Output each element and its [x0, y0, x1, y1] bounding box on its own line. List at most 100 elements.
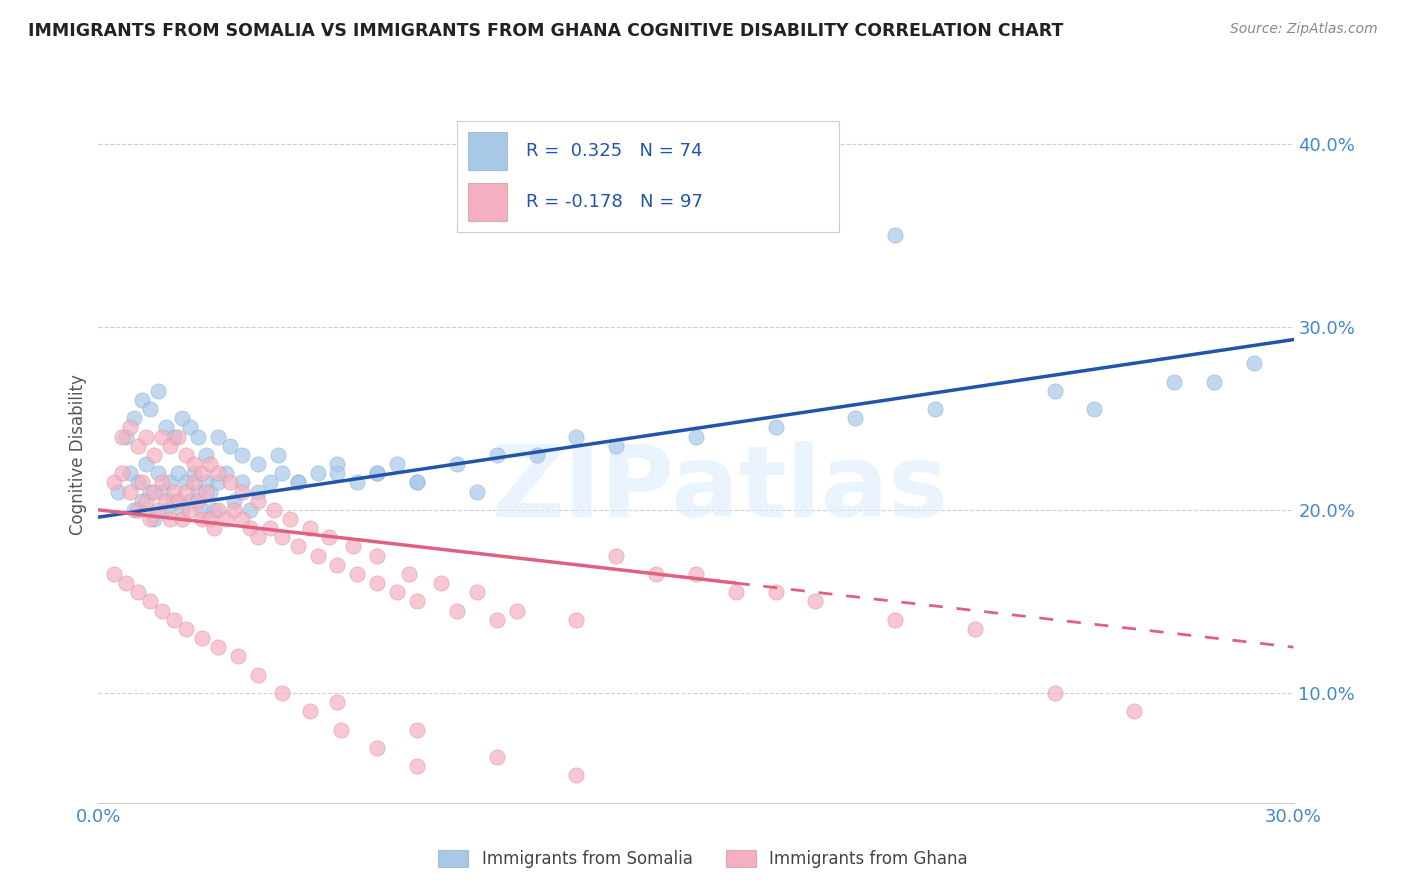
Point	[246, 530, 269, 544]
Point	[135, 457, 157, 471]
Point	[111, 429, 134, 443]
Point	[446, 603, 468, 617]
Point	[107, 484, 129, 499]
Point	[724, 585, 747, 599]
Point	[406, 759, 429, 773]
Point	[246, 457, 269, 471]
Point	[150, 429, 173, 443]
Point	[111, 467, 134, 481]
Point	[765, 420, 787, 434]
Point	[1163, 375, 1185, 389]
Point	[167, 429, 190, 443]
Point	[143, 512, 166, 526]
Point	[1043, 686, 1066, 700]
Point	[198, 484, 221, 499]
Point	[183, 467, 205, 481]
Point	[326, 695, 349, 709]
Point	[172, 503, 194, 517]
Point	[135, 429, 157, 443]
Point	[174, 622, 197, 636]
Text: ZIPatlas: ZIPatlas	[492, 442, 948, 538]
Point	[231, 448, 253, 462]
Point	[187, 429, 209, 443]
Point	[565, 429, 588, 443]
Point	[1202, 375, 1225, 389]
Point	[127, 439, 149, 453]
Point	[326, 467, 349, 481]
Point	[124, 411, 146, 425]
Point	[194, 475, 218, 490]
Y-axis label: Cognitive Disability: Cognitive Disability	[69, 375, 87, 535]
Point	[207, 475, 229, 490]
Point	[326, 558, 349, 572]
Point	[222, 493, 245, 508]
Point	[139, 594, 162, 608]
Point	[194, 484, 218, 499]
Point	[287, 475, 309, 490]
Point	[139, 512, 162, 526]
Point	[485, 448, 508, 462]
Point	[446, 457, 468, 471]
Point	[167, 467, 190, 481]
Point	[207, 467, 229, 481]
Point	[366, 549, 388, 563]
Point	[115, 576, 138, 591]
Point	[605, 439, 627, 453]
Point	[406, 475, 429, 490]
Point	[172, 411, 194, 425]
Point	[202, 503, 225, 517]
Point	[765, 585, 787, 599]
Point	[398, 566, 420, 581]
Point	[150, 484, 173, 499]
Point	[270, 467, 292, 481]
Point	[231, 475, 253, 490]
Point	[207, 503, 229, 517]
Point	[187, 484, 209, 499]
Point	[207, 640, 229, 655]
Point	[127, 585, 149, 599]
Point	[246, 493, 269, 508]
Point	[163, 493, 186, 508]
Point	[406, 475, 429, 490]
Text: Source: ZipAtlas.com: Source: ZipAtlas.com	[1230, 22, 1378, 37]
Point	[366, 740, 388, 755]
Point	[298, 704, 321, 718]
Point	[685, 429, 707, 443]
Point	[191, 467, 214, 481]
Point	[385, 457, 409, 471]
Point	[120, 467, 142, 481]
Point	[172, 512, 194, 526]
Point	[187, 493, 209, 508]
Point	[307, 549, 329, 563]
Point	[222, 503, 245, 517]
Point	[1083, 402, 1105, 417]
Point	[163, 484, 186, 499]
Point	[159, 512, 181, 526]
Point	[485, 613, 508, 627]
Point	[366, 467, 388, 481]
Point	[346, 566, 368, 581]
Point	[239, 503, 262, 517]
Point	[219, 475, 242, 490]
Point	[278, 512, 301, 526]
Point	[120, 420, 142, 434]
Point	[259, 475, 281, 490]
Point	[179, 420, 201, 434]
Point	[346, 475, 368, 490]
Point	[307, 467, 329, 481]
Point	[963, 622, 986, 636]
Point	[804, 594, 827, 608]
Point	[215, 512, 238, 526]
Point	[366, 467, 388, 481]
Point	[565, 768, 588, 782]
Point	[318, 530, 340, 544]
Point	[267, 448, 290, 462]
Point	[605, 549, 627, 563]
Point	[215, 467, 238, 481]
Point	[330, 723, 353, 737]
Point	[155, 420, 177, 434]
Point	[465, 484, 488, 499]
Point	[207, 429, 229, 443]
Point	[103, 566, 125, 581]
Point	[148, 503, 170, 517]
